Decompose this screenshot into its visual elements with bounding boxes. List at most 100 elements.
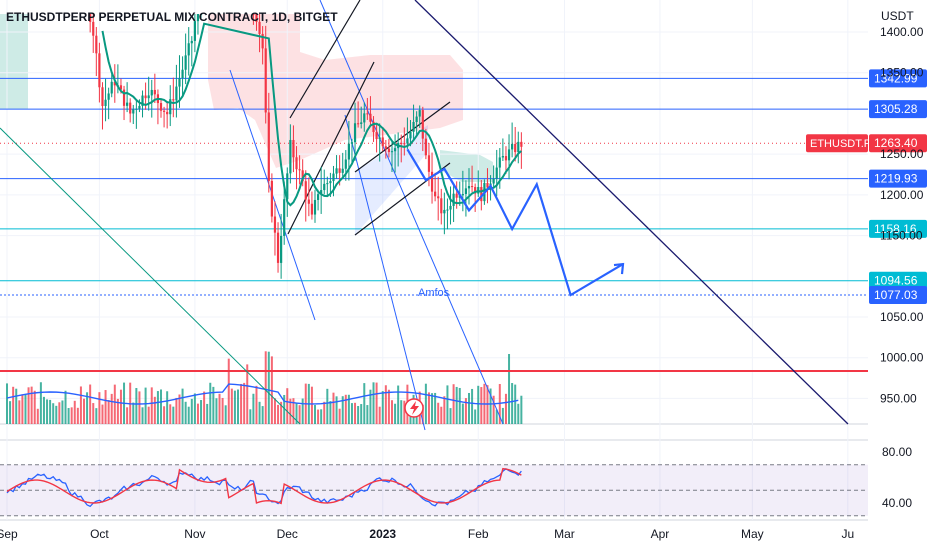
candle-body <box>190 40 193 44</box>
volume-bar <box>175 397 178 424</box>
volume-bar <box>464 398 467 424</box>
wedge-line <box>354 101 451 173</box>
candle-body <box>360 122 363 124</box>
level-label-box <box>869 271 927 290</box>
volume-bar <box>468 392 470 424</box>
volume-bar <box>70 407 73 424</box>
volume-bar <box>196 403 199 424</box>
blue-trendline <box>344 114 426 431</box>
volume-bar <box>403 400 406 424</box>
rsi-tick-label: 40.00 <box>882 496 912 510</box>
candle-body <box>132 109 135 114</box>
volume-ma-line <box>6 383 519 405</box>
candle-body <box>178 78 181 87</box>
volume-bar <box>169 404 172 424</box>
candle-body <box>443 209 446 214</box>
candle-body <box>280 235 283 263</box>
candle-body <box>307 199 310 204</box>
volume-bar <box>298 405 301 424</box>
volume-bar <box>212 386 215 424</box>
volume-bar <box>83 398 85 424</box>
volume-bar <box>501 407 504 424</box>
candle-body <box>504 156 508 161</box>
lightning-icon[interactable] <box>404 398 424 418</box>
volume-bar <box>144 387 147 424</box>
volume-bar <box>73 400 76 424</box>
candle-body <box>449 205 452 210</box>
volume-bar <box>141 407 144 424</box>
candle-body <box>418 110 421 117</box>
candle-body <box>480 186 483 202</box>
volume-bar <box>24 394 27 424</box>
candle-body <box>387 148 391 153</box>
volume-bar <box>36 408 39 424</box>
volume-bar <box>193 393 196 424</box>
price-tick-label: 950.00 <box>880 391 917 405</box>
volume-bar <box>249 409 252 424</box>
candle-body <box>181 69 184 79</box>
volume-bar <box>255 385 258 424</box>
volume-bar <box>341 396 344 424</box>
candle-body <box>144 95 147 99</box>
symbol-tag <box>806 134 868 153</box>
volume-bar <box>230 388 233 424</box>
volume-bar <box>246 364 249 424</box>
volume-bar <box>187 406 190 424</box>
volume-bar <box>335 396 338 424</box>
candle-body <box>258 21 261 35</box>
volume-bar <box>508 354 511 424</box>
candle-body <box>107 93 110 100</box>
level-label-box <box>869 100 927 119</box>
volume-bar <box>107 400 110 424</box>
volume-bar <box>495 409 498 424</box>
volume-bar <box>237 389 239 424</box>
candle-body <box>427 155 431 172</box>
volume-bar <box>277 404 280 424</box>
projection-path[interactable] <box>406 148 625 297</box>
candle-body <box>252 14 255 15</box>
rsi-pane <box>0 464 868 517</box>
volume-bar <box>160 389 162 424</box>
volume-bar <box>89 384 92 424</box>
volume-bar <box>363 383 366 424</box>
candle-body <box>517 141 520 153</box>
candle-body <box>184 55 187 70</box>
channel-line <box>289 0 361 119</box>
volume-bar <box>98 392 101 424</box>
volume-bar <box>295 402 298 424</box>
candle-body <box>159 103 163 111</box>
volume-bar <box>135 387 138 424</box>
moving-average <box>101 22 523 207</box>
cloud-green-left <box>0 14 28 109</box>
candle-body <box>101 87 104 107</box>
level-label: 1077.03 <box>874 288 918 302</box>
candle-body <box>455 193 458 198</box>
time-tick-label: Mar <box>554 527 575 541</box>
volume-bar <box>55 405 58 424</box>
candle-body <box>369 113 372 122</box>
volume-bar <box>147 406 150 424</box>
volume-bar <box>6 383 8 424</box>
candle-body <box>520 141 523 147</box>
candle-body <box>310 203 314 215</box>
volume-bar <box>209 382 212 424</box>
symbol-label: ETHUSDT.P <box>810 138 871 150</box>
volume-bar <box>344 394 347 424</box>
candle-body <box>511 143 514 150</box>
volume-bar <box>511 383 514 424</box>
level-lines <box>0 77 868 296</box>
volume-bar <box>514 384 517 424</box>
volume-bar <box>33 390 36 424</box>
volume-bar <box>203 391 206 424</box>
volume-bar <box>156 391 159 424</box>
volume-bar <box>181 388 184 424</box>
volume-bar <box>61 400 64 424</box>
candle-body <box>446 209 449 211</box>
volume-bar <box>400 400 403 424</box>
volume-bar <box>471 388 474 424</box>
level-label: 1305.28 <box>874 102 918 116</box>
candle-body <box>264 48 267 113</box>
candle-body <box>138 105 141 109</box>
volume-bar <box>332 392 335 424</box>
